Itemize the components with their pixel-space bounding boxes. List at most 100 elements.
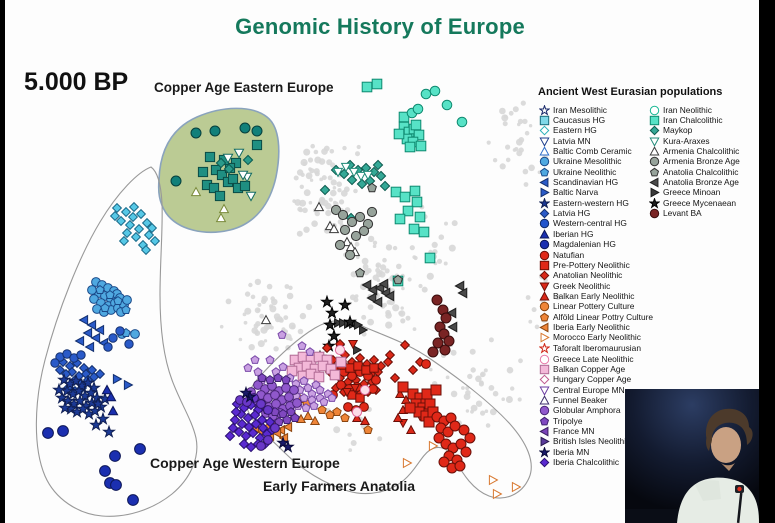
legend-item: Balkan Copper Age	[539, 364, 654, 375]
legend-item: Western-central HG	[539, 219, 654, 229]
legend-item-label: Central Europe MN	[553, 384, 625, 395]
legend-item-label: Balkan Copper Age	[553, 364, 626, 375]
legend-item: Iberian HG	[539, 229, 654, 239]
legend-item-label: Magdalenian HG	[553, 239, 616, 250]
diamond-marker-icon	[539, 208, 550, 219]
legend-item-label: Anatolia Bronze Age	[663, 177, 739, 188]
diamond-marker-icon	[649, 125, 660, 136]
legend-item: Pre-Pottery Neolithic	[539, 260, 654, 271]
legend-item-label: Iberia MN	[553, 446, 590, 457]
series-caee-circles	[170, 122, 263, 187]
series-eastern-western-stars	[52, 372, 116, 438]
series-orange-righttri-open	[402, 440, 522, 500]
tri-right-marker-icon	[540, 187, 550, 198]
legend-item-label: Natufian	[553, 249, 585, 260]
speaker-illustration	[625, 389, 759, 523]
series-blue-misc	[50, 326, 134, 368]
speaker-hair	[705, 408, 753, 445]
legend-item: Latvia HG	[539, 208, 654, 219]
tri-left-marker-icon	[539, 177, 549, 188]
legend-item: Greek Neolithic	[539, 281, 654, 292]
legend-item-label: Globular Amphora	[553, 405, 621, 416]
legend-block1-left: Iran Mesolithic Caucasus HG Eastern HG Latv…	[539, 104, 654, 250]
diamond-marker-icon	[539, 125, 550, 136]
legend-item-label: Ukraine Neolithic	[553, 166, 617, 177]
series-iberia-mn-stars	[239, 385, 295, 453]
legend-item: France MN	[539, 426, 654, 437]
series-kura-araxes-downtri	[332, 162, 374, 182]
speaker-video	[625, 389, 759, 523]
legend-item-label: Tripolye	[553, 415, 583, 426]
legend-item: Taforalt Iberomaurusian	[539, 342, 654, 354]
legend-item-label: Morocco Early Neolithic	[553, 332, 641, 343]
legend-item: Natufian	[539, 250, 654, 260]
legend-item: Balkan Early Neolithic	[539, 291, 654, 301]
circle-marker-icon	[539, 239, 550, 250]
star-marker-icon	[539, 104, 550, 116]
series-caee-downtri	[222, 148, 257, 202]
annotation-copper-age-western: Copper Age Western Europe	[150, 455, 340, 471]
series-armenia-ba-circles	[330, 204, 378, 261]
legend-item: Alföld Linear Pottry Culture	[539, 312, 654, 322]
legend-item: Anatolia Chalcolithic	[649, 167, 764, 177]
circle-marker-icon	[649, 157, 660, 167]
tri-down-marker-icon	[649, 137, 660, 147]
series-anatolia-ba-lefttri	[361, 278, 468, 336]
circle-marker-icon	[539, 250, 550, 260]
legend-item-label: Iran Neolithic	[663, 104, 712, 115]
legend-item: Iberia MN	[539, 446, 654, 458]
tri-right-marker-icon	[540, 332, 550, 343]
legend-item: Baltic Comb Ceramic	[539, 146, 654, 156]
letterbox-left	[0, 0, 5, 523]
pentagon-marker-icon	[539, 416, 550, 426]
legend-item-label: Taforalt Iberomaurusian	[553, 342, 641, 353]
series-levant-ba-circles	[427, 294, 455, 358]
circle-marker-icon	[539, 302, 550, 312]
legend-item: Caucasus HG	[539, 115, 654, 126]
series-red-squares-right	[397, 381, 442, 428]
legend-item: Armenia Bronze Age	[649, 157, 764, 167]
circle-marker-icon	[539, 157, 550, 167]
series-narva-righttri	[112, 373, 134, 391]
legend-item-label: Anatolia Chalcolithic	[663, 166, 739, 177]
legend-item: Iran Chalcolithic	[649, 115, 764, 126]
legend-item-label: Latvia HG	[553, 208, 591, 219]
series-anatolia-chalc-pentagons	[355, 182, 403, 285]
legend-item-label: Alföld Linear Pottry Culture	[553, 311, 654, 322]
legend-item-label: Armenia Bronze Age	[663, 156, 740, 167]
diamond-marker-icon	[539, 457, 550, 468]
star-marker-icon	[649, 197, 660, 209]
legend-item: Globular Amphora	[539, 406, 654, 416]
legend-item: Eastern HG	[539, 126, 654, 136]
square-marker-icon	[539, 115, 550, 126]
star-marker-icon	[539, 446, 550, 458]
legend-item-label: Anatolian Neolithic	[553, 270, 623, 281]
legend-item-label: Iran Mesolithic	[553, 104, 607, 115]
legend-item: Latvia MN	[539, 135, 654, 147]
page-title: Genomic History of Europe	[235, 14, 525, 39]
square-marker-icon	[649, 115, 660, 126]
legend-item: Anatolia Bronze Age	[649, 177, 764, 188]
legend-item-label: Iberia Early Neolithic	[553, 322, 630, 333]
star-marker-icon	[539, 197, 550, 209]
legend-item: Scandinavian HG	[539, 177, 654, 188]
tri-left-marker-icon	[649, 177, 659, 188]
legend-item: Magdalenian HG	[539, 239, 654, 250]
legend-item: Baltic Narva	[539, 187, 654, 198]
pentagon-marker-icon	[539, 167, 550, 177]
letterbox-right	[759, 0, 775, 523]
legend-item-label: Latvia MN	[553, 135, 591, 146]
legend-item-label: Balkan Early Neolithic	[553, 291, 635, 302]
legend-item: Funnel Beaker	[539, 395, 654, 405]
series-pink-circles-open	[334, 344, 371, 418]
legend-item: Linear Pottery Culture	[539, 302, 654, 312]
circle-marker-icon	[539, 354, 550, 364]
legend-item: Central Europe MN	[539, 384, 654, 396]
series-red-circles-right	[431, 411, 476, 474]
legend-item-label: Maykop	[663, 125, 693, 136]
pentagon-marker-icon	[649, 167, 660, 177]
legend-item-label: Iberian HG	[553, 228, 594, 239]
legend-item-label: Eastern HG	[553, 125, 597, 136]
